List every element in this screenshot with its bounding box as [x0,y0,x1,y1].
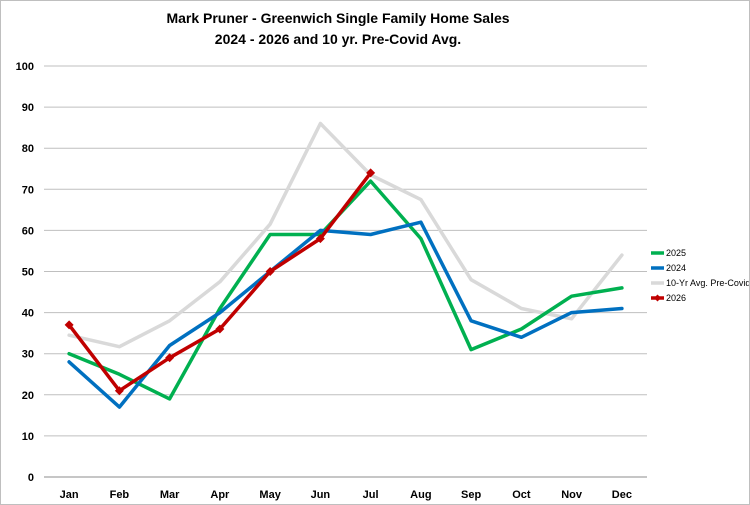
x-tick-label: Aug [410,489,431,501]
series-lines [64,121,624,409]
y-tick-label: 50 [22,267,34,279]
y-tick-label: 10 [22,431,34,443]
y-tick-label: 20 [22,390,34,402]
y-tick-label: 80 [22,143,34,155]
y-tick-label: 30 [22,349,34,361]
data-point-marker [64,320,74,330]
x-tick-label: Dec [612,489,632,501]
data-point-marker [366,168,376,178]
data-point-marker [265,267,275,276]
y-tick-label: 60 [22,225,34,237]
y-tick-label: 100 [16,61,34,73]
data-point-marker [315,234,325,244]
gridlines [44,65,647,478]
legend-entry-label: 2025 [666,248,686,258]
y-tick-label: 0 [28,472,34,484]
legend-entry-label: 2026 [666,293,686,303]
data-point-marker [165,353,175,363]
series-line-10-yr-avg-pre-covid [67,121,624,349]
x-tick-label: Jul [363,489,379,501]
x-tick-label: Nov [561,489,583,501]
x-tick-label: Oct [512,489,531,501]
x-tick-label: May [259,489,281,501]
y-axis-ticks: 0 10 20 30 40 50 60 70 80 90 100 [16,61,34,484]
x-axis-ticks: Jan Feb Mar Apr May Jun Jul Aug Sep Oct Nov Dec [60,489,632,501]
x-tick-label: Jan [60,489,79,501]
data-point-marker [114,386,124,396]
y-tick-label: 70 [22,184,34,196]
chart-subtitle: 2024 - 2026 and 10 yr. Pre-Covid Avg. [215,31,461,47]
legend-entry-label: 2024 [666,263,686,273]
x-tick-label: Sep [461,489,481,501]
x-tick-label: Jun [311,489,331,501]
series-line-2024 [67,220,624,409]
legend-entry-label: 10-Yr Avg. Pre-Covid [666,278,749,288]
x-tick-label: Apr [210,489,230,501]
x-tick-label: Mar [160,489,180,501]
chart-title: Mark Pruner - Greenwich Single Family Ho… [166,10,509,26]
legend-marker [654,294,661,302]
y-tick-label: 90 [22,102,34,114]
legend: 2025 2024 10-Yr Avg. Pre-Covid 2026 [651,248,749,303]
data-point-marker [215,324,225,334]
x-tick-label: Feb [110,489,130,501]
y-tick-label: 40 [22,308,34,320]
